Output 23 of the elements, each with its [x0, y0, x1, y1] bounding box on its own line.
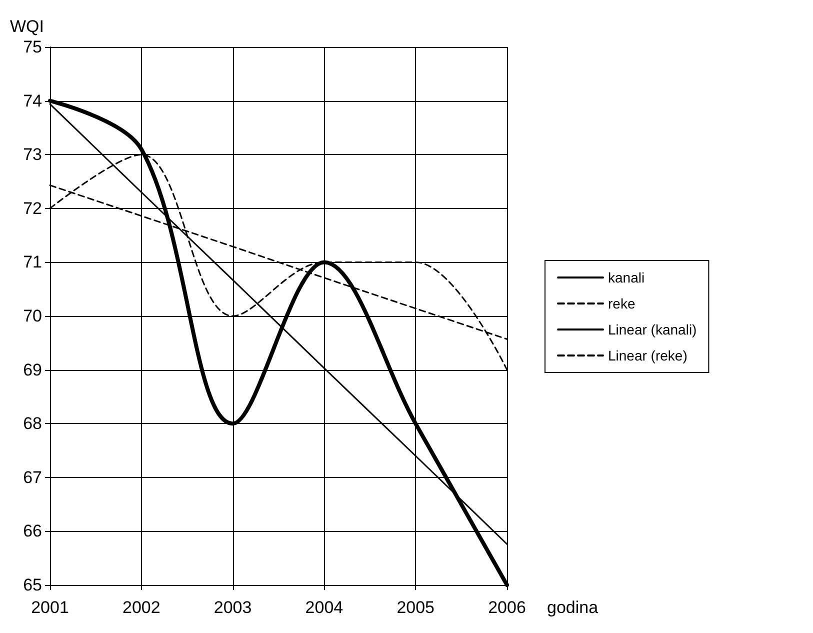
y-axis-title: WQI — [10, 17, 44, 36]
y-tick-label: 72 — [23, 198, 42, 218]
x-axis-title: godina — [547, 598, 599, 617]
y-tick-label: 65 — [23, 576, 42, 594]
legend-label: Linear (kanali) — [608, 322, 697, 338]
y-tick-label: 74 — [23, 91, 42, 110]
legend-label: Linear (reke) — [608, 348, 688, 364]
x-tick-label: 2006 — [488, 598, 526, 617]
y-tick-label: 75 — [23, 38, 42, 56]
legend-label: reke — [608, 296, 636, 312]
x-tick-label: 2005 — [396, 598, 435, 617]
y-tick-label: 70 — [23, 306, 42, 326]
y-tick-label: 68 — [23, 414, 42, 434]
x-tick-label: 2001 — [31, 598, 69, 617]
legend-label: kanali — [608, 270, 645, 286]
y-tick-label: 71 — [23, 252, 42, 272]
y-tick-label: 66 — [23, 522, 42, 541]
x-tick-label: 2003 — [214, 598, 252, 617]
y-tick-label: 69 — [23, 360, 42, 380]
x-tick-label: 2004 — [305, 598, 344, 617]
y-tick-label: 67 — [23, 468, 42, 487]
x-tick-label: 2002 — [122, 598, 160, 617]
y-tick-label: 73 — [23, 145, 42, 164]
